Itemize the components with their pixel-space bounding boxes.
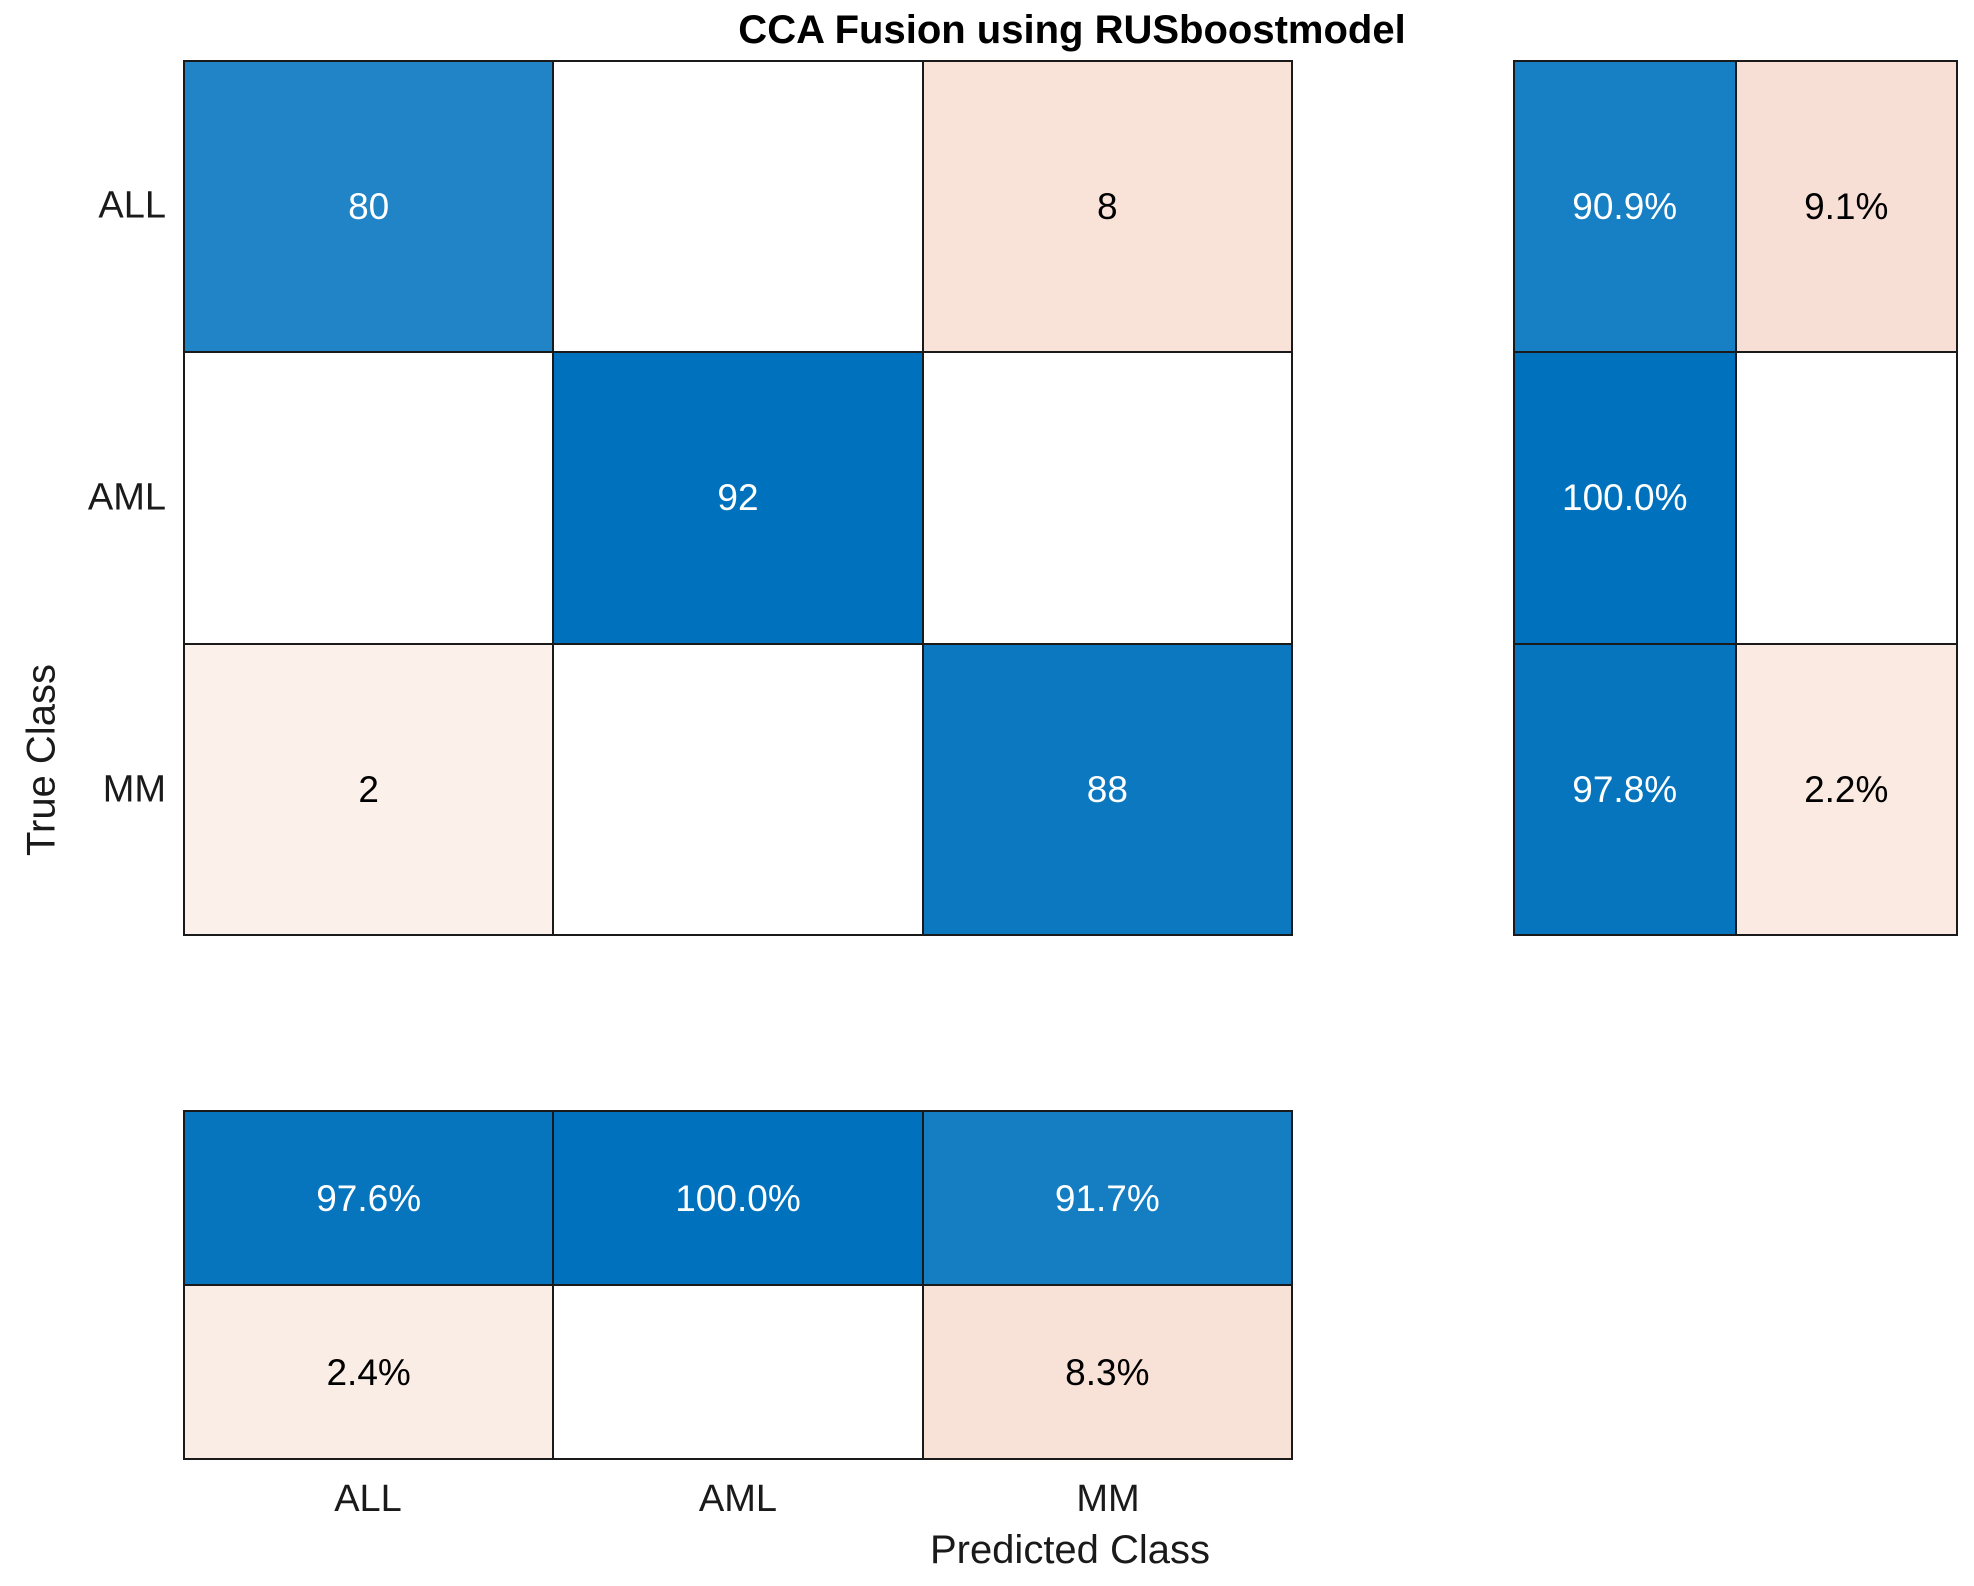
x-tick-label-ALL: ALL xyxy=(334,1478,402,1520)
row-summary-grid: 90.9% 9.1% 100.0% 97.8% 2.2% xyxy=(1513,60,1958,936)
row_summary-cell-r2-c1: 2.2% xyxy=(1735,643,1957,935)
y-tick-label-ALL: ALL xyxy=(98,184,166,227)
x-tick-label-MM: MM xyxy=(1076,1478,1140,1520)
matrix-cell-r0-c2: 8 xyxy=(922,61,1292,353)
y-tick-label-MM: MM xyxy=(102,768,166,811)
row_summary-cell-r0-c1: 9.1% xyxy=(1735,61,1957,353)
matrix-cell-r2-c1 xyxy=(553,643,923,935)
confusion-matrix-grid: 80 8 92 2 88 xyxy=(183,60,1293,936)
y-axis-label: True Class xyxy=(19,664,64,856)
row_summary-cell-r0-c0: 90.9% xyxy=(1514,61,1736,353)
col_summary-cell-r0-c2: 91.7% xyxy=(922,1111,1292,1285)
row_summary-cell-r2-c0: 97.8% xyxy=(1514,643,1736,935)
row_summary-cell-r1-c0: 100.0% xyxy=(1514,352,1736,644)
matrix-cell-r0-c1 xyxy=(553,61,923,353)
col_summary-cell-r1-c0: 2.4% xyxy=(184,1285,554,1459)
col_summary-cell-r0-c1: 100.0% xyxy=(553,1111,923,1285)
x-tick-label-AML: AML xyxy=(698,1478,778,1520)
row_summary-cell-r1-c1 xyxy=(1735,352,1957,644)
col_summary-cell-r0-c0: 97.6% xyxy=(184,1111,554,1285)
matrix-cell-r2-c0: 2 xyxy=(184,643,554,935)
matrix-cell-r0-c0: 80 xyxy=(184,61,554,353)
matrix-cell-r1-c2 xyxy=(922,352,1292,644)
matrix-cell-r2-c2: 88 xyxy=(922,643,1292,935)
col_summary-cell-r1-c1 xyxy=(553,1285,923,1459)
x-axis-label: Predicted Class xyxy=(929,1528,1211,1572)
col-summary-grid: 97.6% 100.0% 91.7% 2.4% 8.3% xyxy=(183,1110,1293,1460)
chart-title: CCA Fusion using RUSboostmodel xyxy=(738,8,1406,52)
matrix-cell-r1-c0 xyxy=(184,352,554,644)
y-tick-label-AML: AML xyxy=(87,476,166,519)
matrix-cell-r1-c1: 92 xyxy=(553,352,923,644)
col_summary-cell-r1-c2: 8.3% xyxy=(922,1285,1292,1459)
